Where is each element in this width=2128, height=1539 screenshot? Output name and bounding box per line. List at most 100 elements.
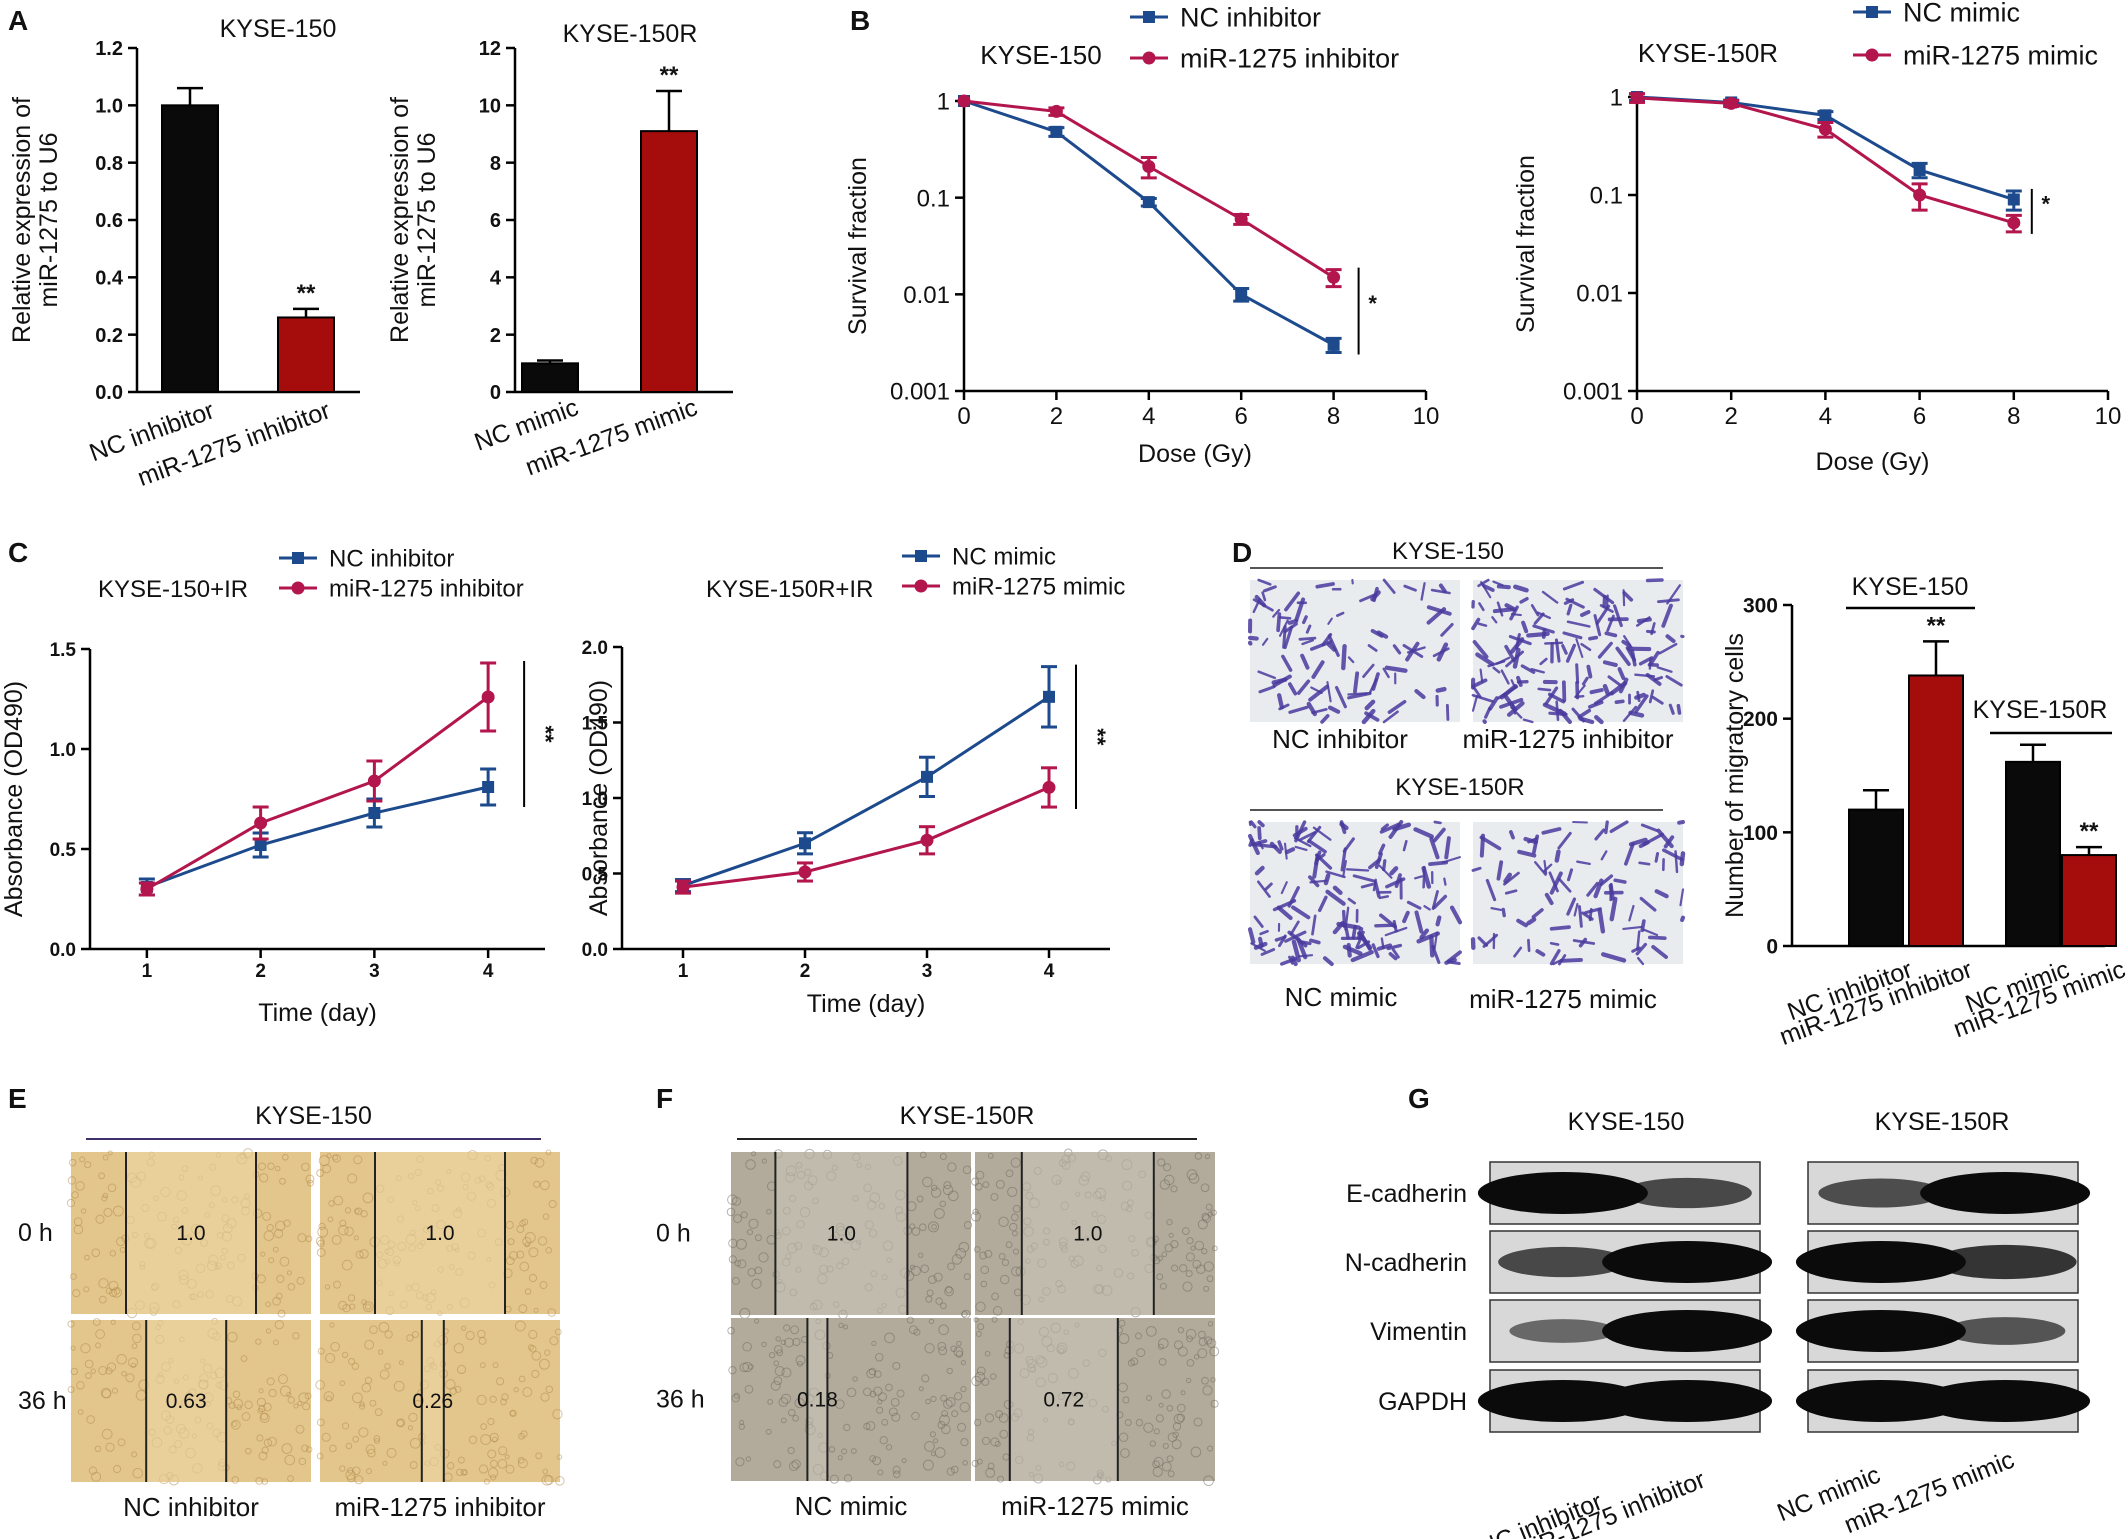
cell-texture (517, 1456, 525, 1464)
cell-mark (1492, 666, 1501, 674)
cell-texture (891, 1412, 901, 1422)
cell-texture (479, 1362, 486, 1369)
cell-mark (1571, 707, 1586, 723)
cell-texture (504, 1454, 510, 1460)
cell-mark (1558, 878, 1572, 893)
cell-texture (279, 1177, 286, 1185)
cell-texture (341, 1259, 353, 1271)
cell-texture (261, 1446, 269, 1454)
cell-mark (1602, 683, 1610, 696)
cell-texture (80, 1208, 87, 1214)
blot-group-label: KYSE-150 (1568, 1108, 1685, 1136)
cell-mark (1445, 703, 1450, 721)
cell-texture (1185, 1269, 1193, 1278)
cell-texture (487, 1417, 495, 1426)
data-point-mir-1275-inhibitor (140, 882, 154, 896)
cell-texture (1166, 1455, 1174, 1463)
cell-texture (1135, 1418, 1144, 1427)
cell-texture (287, 1475, 294, 1482)
cell-texture (843, 1423, 851, 1432)
cell-texture (338, 1224, 349, 1236)
cell-mark (1479, 835, 1502, 851)
cell-texture (1012, 1248, 1020, 1255)
cell-mark (1371, 943, 1380, 959)
cell-mark (1642, 928, 1659, 937)
legend-label-mir-1275-mimic: miR-1275 mimic (1903, 41, 2098, 71)
cell-texture (355, 1250, 364, 1259)
cell-mark (1647, 935, 1667, 941)
blot-band-nc-mimic (1818, 1178, 1944, 1208)
cell-texture (339, 1219, 347, 1227)
cell-texture (361, 1299, 367, 1305)
bar-nc-mimic (2005, 760, 2061, 947)
cell-texture (959, 1402, 970, 1413)
bar-nc-mimic (521, 362, 579, 394)
cell-mark (1523, 836, 1538, 845)
cell-mark (1392, 644, 1402, 655)
wound-closure-value: 0.26 (412, 1390, 453, 1413)
time-label: 36 h (18, 1387, 67, 1415)
cell-texture (974, 1182, 983, 1191)
y-tick-label: 1.0 (50, 740, 76, 761)
cell-mark (1302, 615, 1308, 625)
cell-texture (987, 1152, 994, 1159)
y-tick-label: 0.0 (95, 382, 123, 404)
cell-texture (317, 1418, 325, 1427)
cell-mark (1485, 878, 1497, 902)
cell-texture (990, 1437, 1000, 1447)
cell-mark (1335, 611, 1345, 617)
cell-texture (776, 1349, 784, 1357)
cell-mark (1504, 603, 1517, 612)
cell-texture (287, 1283, 296, 1291)
cell-texture (398, 1360, 404, 1366)
scratch-gap (807, 1318, 828, 1481)
cell-texture (780, 1417, 787, 1424)
cell-texture (67, 1176, 77, 1185)
cell-mark (1247, 635, 1259, 641)
cell-texture (362, 1192, 374, 1204)
cell-texture (1145, 1394, 1152, 1401)
cell-mark (1482, 933, 1499, 948)
cell-texture (107, 1150, 113, 1156)
cell-texture (1203, 1261, 1214, 1272)
y-tick-label: 6 (490, 210, 501, 232)
cell-texture (522, 1236, 532, 1247)
cell-texture (934, 1447, 946, 1458)
cell-mark (1403, 584, 1417, 592)
cell-texture (277, 1309, 286, 1318)
cell-texture (876, 1406, 884, 1414)
cell-texture (91, 1471, 102, 1482)
cell-mark (1576, 860, 1591, 866)
cell-texture (358, 1427, 369, 1438)
cell-texture (1170, 1240, 1179, 1249)
cell-mark (1279, 616, 1292, 620)
cell-mark (1282, 625, 1287, 649)
cell-texture (960, 1386, 967, 1393)
cell-texture (1204, 1153, 1211, 1160)
cell-texture (278, 1374, 289, 1385)
blot-band-nc-inhibitor (1509, 1319, 1617, 1343)
group-label-kyse-150: KYSE-150 (1852, 573, 1969, 601)
cell-mark (1504, 889, 1518, 895)
cell-texture (456, 1468, 464, 1477)
cell-texture (266, 1224, 274, 1232)
y-tick-label: 12 (479, 38, 501, 60)
cell-texture (999, 1274, 1010, 1285)
cell-texture (267, 1162, 275, 1170)
cell-texture (913, 1328, 921, 1336)
cell-texture (131, 1343, 138, 1349)
cell-texture (84, 1359, 94, 1369)
cell-texture (108, 1280, 119, 1291)
cell-mark (1515, 632, 1521, 650)
cell-mark (1609, 896, 1618, 922)
cell-texture (1186, 1237, 1194, 1245)
cell-texture (330, 1341, 340, 1352)
cell-texture (778, 1397, 789, 1407)
cell-texture (1210, 1377, 1216, 1383)
cell-mark (1449, 905, 1463, 925)
cell-mark (1352, 874, 1376, 883)
cell-texture (934, 1208, 945, 1219)
cell-texture (1161, 1389, 1171, 1399)
cell-texture (943, 1181, 952, 1190)
cell-texture (733, 1214, 743, 1224)
